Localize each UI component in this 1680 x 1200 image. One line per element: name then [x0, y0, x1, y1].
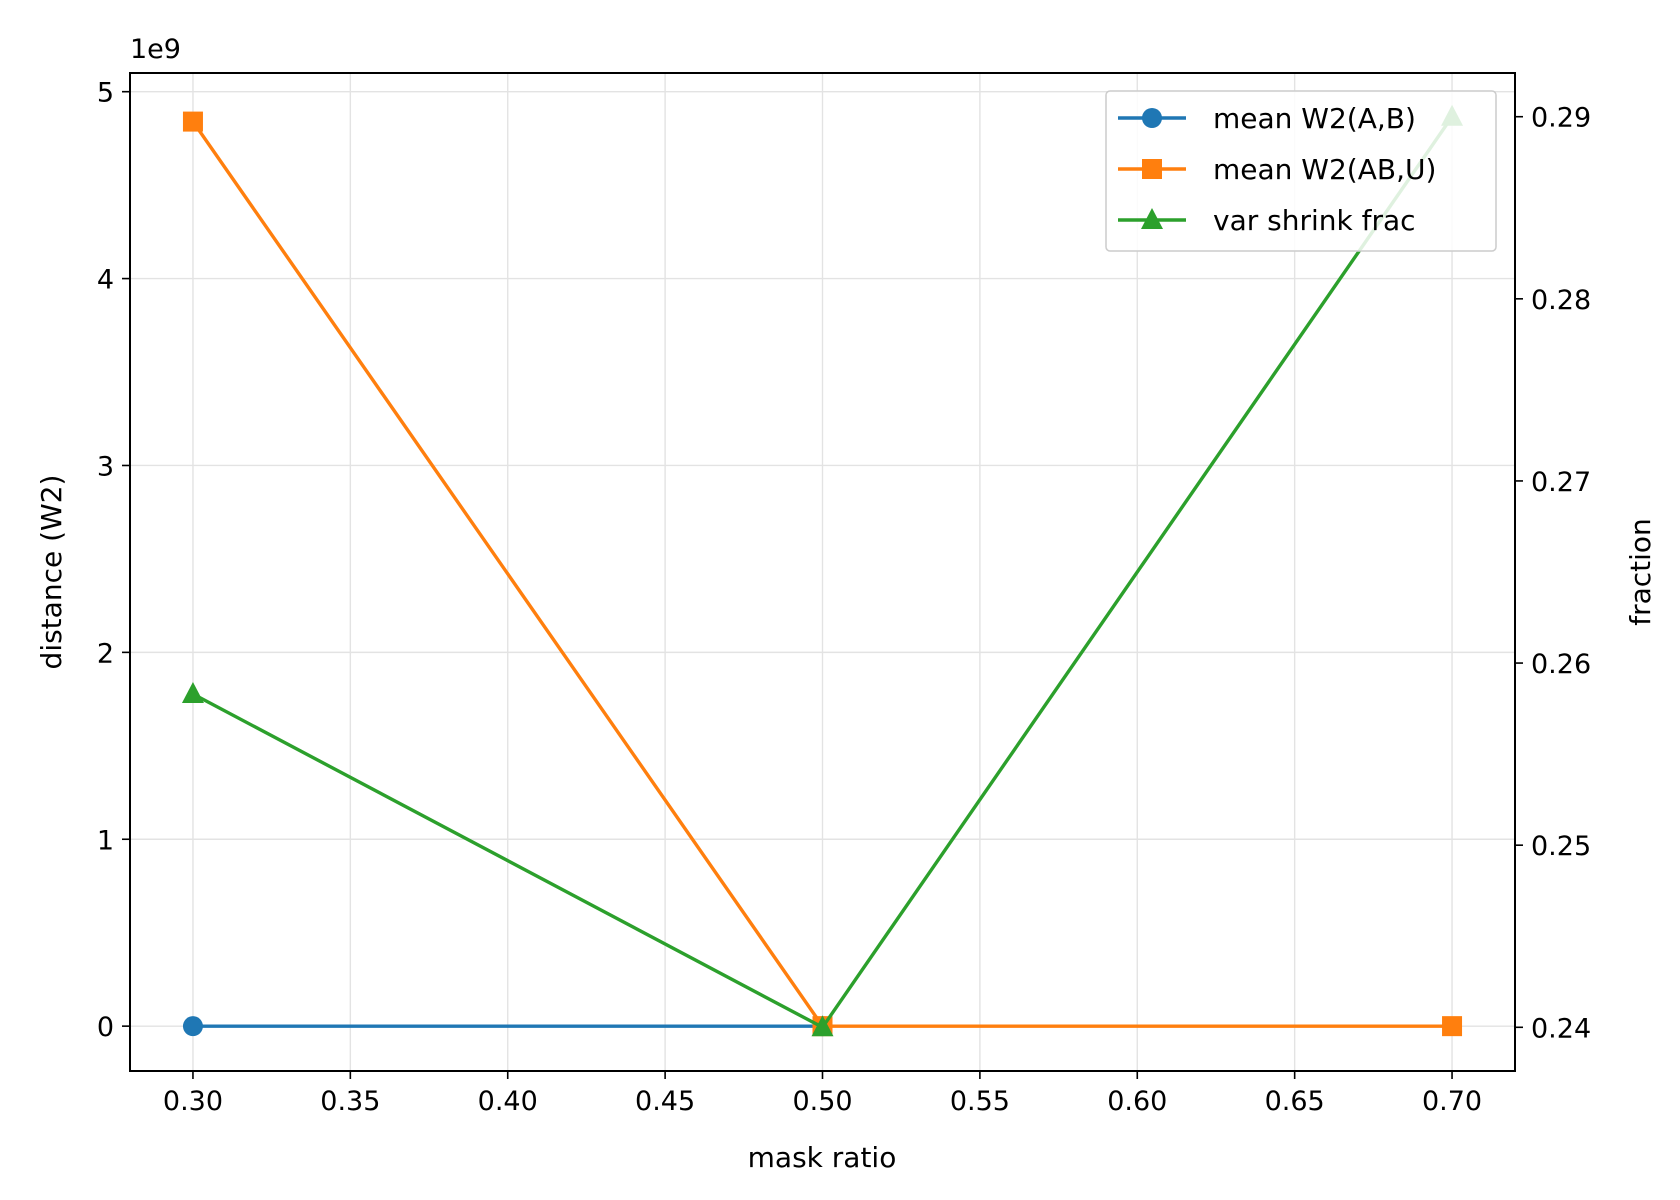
x-tick-label: 0.55: [950, 1086, 1010, 1117]
y2-tick-label: 0.28: [1531, 285, 1591, 316]
y2-tick-label: 0.29: [1531, 103, 1591, 134]
legend: mean W2(A,B) mean W2(AB,U) var shrink frac: [1105, 90, 1497, 252]
y2-tick-label: 0.26: [1531, 649, 1591, 680]
legend-item: mean W2(AB,U): [1118, 153, 1436, 186]
legend-label: mean W2(A,B): [1213, 102, 1416, 135]
grid: [130, 73, 1515, 1071]
legend-marker: [1142, 159, 1162, 179]
y-tick-label: 4: [97, 265, 114, 296]
y2-tick-label: 0.24: [1531, 1013, 1591, 1044]
x-axis-label: mask ratio: [748, 1141, 897, 1174]
y-tick-label: 0: [97, 1012, 114, 1043]
legend-item: mean W2(A,B): [1118, 102, 1416, 135]
x-tick-label: 0.60: [1107, 1086, 1167, 1117]
x-tick-label: 0.65: [1265, 1086, 1325, 1117]
data-point: [182, 1016, 203, 1037]
y-tick-label: 3: [97, 451, 114, 482]
data-point: [182, 111, 203, 132]
y-tick-label: 1: [97, 825, 114, 856]
legend-box: [1105, 90, 1497, 252]
y-offset-label: 1e9: [130, 34, 181, 65]
data-point: [1442, 1016, 1463, 1037]
x-ticks: 0.30 0.35 0.40 0.45 0.50 0.55 0.60 0.65 0.70: [163, 1071, 1482, 1117]
x-tick-label: 0.35: [320, 1086, 380, 1117]
y2-tick-label: 0.27: [1531, 467, 1591, 498]
legend-item: var shrink frac: [1118, 204, 1416, 237]
legend-marker: [1141, 208, 1163, 229]
data-point: [811, 1015, 834, 1037]
legend-label: var shrink frac: [1213, 204, 1416, 237]
legend-label: mean W2(AB,U): [1213, 153, 1436, 186]
y-ticks: 0 1 2 3 4 5: [97, 78, 130, 1043]
y2-axis-label: fraction: [1624, 518, 1657, 626]
y-tick-label: 5: [97, 78, 114, 109]
y-tick-label: 2: [97, 638, 114, 669]
x-tick-label: 0.30: [163, 1086, 223, 1117]
x-tick-label: 0.50: [792, 1086, 852, 1117]
legend-marker: [1142, 108, 1162, 128]
y2-ticks: 0.24 0.25 0.26 0.27 0.28 0.29: [1515, 103, 1591, 1044]
y-axis-label: distance (W2): [35, 475, 68, 670]
x-tick-label: 0.40: [478, 1086, 538, 1117]
y2-tick-label: 0.25: [1531, 831, 1591, 862]
x-tick-label: 0.70: [1422, 1086, 1482, 1117]
x-tick-label: 0.45: [635, 1086, 695, 1117]
data-point: [181, 682, 204, 704]
